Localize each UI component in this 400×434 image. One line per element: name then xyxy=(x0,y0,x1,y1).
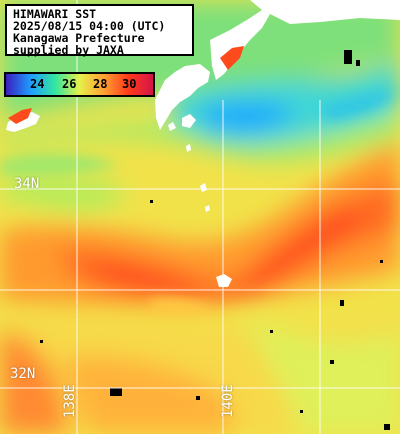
legend-tick-26: 26 xyxy=(62,77,77,91)
product-title: HIMAWARI SST xyxy=(13,7,97,21)
legend-color-bar xyxy=(6,74,153,95)
info-box: HIMAWARI SST 2025/08/15 04:00 (UTC) Kana… xyxy=(5,4,194,56)
timestamp: 2025/08/15 04:00 (UTC) xyxy=(13,19,166,33)
data-credit: supplied by JAXA xyxy=(13,43,124,57)
lat-label-32n: 32N xyxy=(10,366,36,382)
lon-label-140e: 140E xyxy=(220,384,236,418)
legend-tick-30: 30 xyxy=(122,77,137,91)
region-name: Kanagawa Prefecture xyxy=(13,31,145,45)
legend-tick-28: 28 xyxy=(93,77,108,91)
lon-label-138e: 138E xyxy=(62,384,78,418)
temperature-legend: 24 26 28 30 xyxy=(4,72,155,97)
lat-label-34n: 34N xyxy=(14,176,40,192)
legend-tick-24: 24 xyxy=(30,77,45,91)
